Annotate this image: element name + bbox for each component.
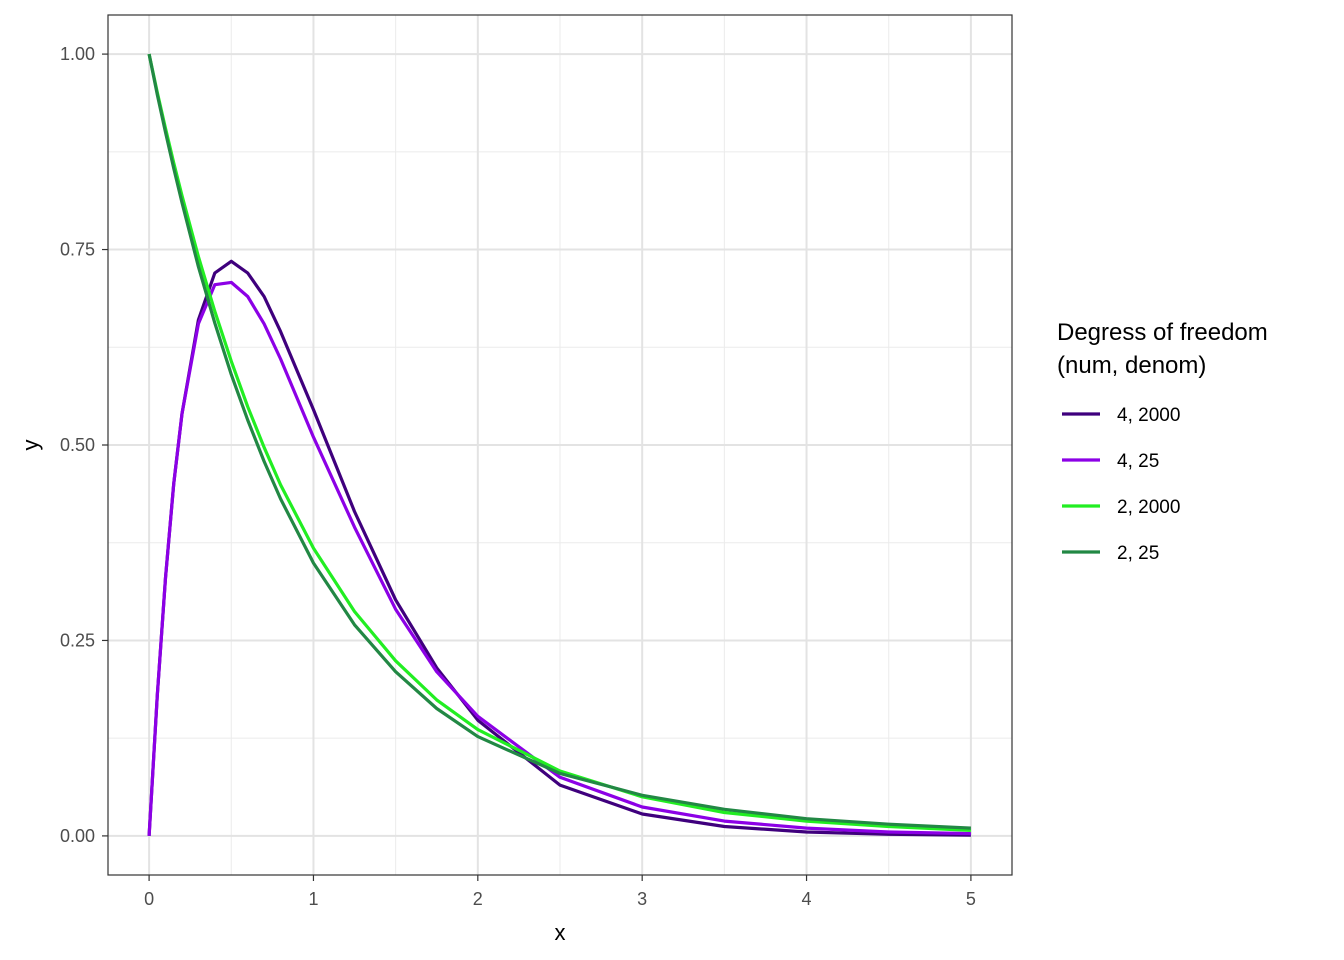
grid-major [108,15,1012,875]
y-tick-label: 0.00 [60,826,95,846]
legend-title-line-2: (num, denom) [1057,352,1206,379]
legend: Degress of freedom (num, denom) 4, 20004… [1057,319,1268,564]
legend-item: 2, 25 [1062,543,1159,564]
series-line-1 [147,280,971,836]
series-layer [147,53,971,837]
legend-items: 4, 2000 4, 25 2, 2000 2, 25 [1062,405,1180,564]
x-tick-label: 0 [144,889,154,909]
x-tick-label: 4 [802,889,812,909]
x-tick-label: 3 [637,889,647,909]
legend-label: 2, 25 [1117,543,1159,564]
legend-item: 2, 2000 [1062,497,1180,518]
legend-label: 4, 25 [1117,451,1159,472]
x-tick-label: 2 [473,889,483,909]
series-line-3 [147,53,971,830]
y-tick-label: 1.00 [60,44,95,64]
legend-item: 4, 25 [1062,451,1159,472]
y-tick-label: 0.50 [60,435,95,455]
legend-item: 4, 2000 [1062,405,1180,426]
x-axis-title: x [555,920,566,945]
legend-label: 4, 2000 [1117,405,1180,426]
y-axis: 0.00 0.25 0.50 0.75 1.00 [60,44,108,846]
x-tick-label: 1 [308,889,318,909]
legend-title-line-1: Degress of freedom [1057,319,1268,346]
legend-label: 2, 2000 [1117,497,1180,518]
y-axis-title: y [18,440,43,451]
x-tick-label: 5 [966,889,976,909]
y-tick-label: 0.75 [60,240,95,260]
y-tick-label: 0.25 [60,630,95,650]
x-axis: 0 1 2 3 4 5 [144,875,976,909]
